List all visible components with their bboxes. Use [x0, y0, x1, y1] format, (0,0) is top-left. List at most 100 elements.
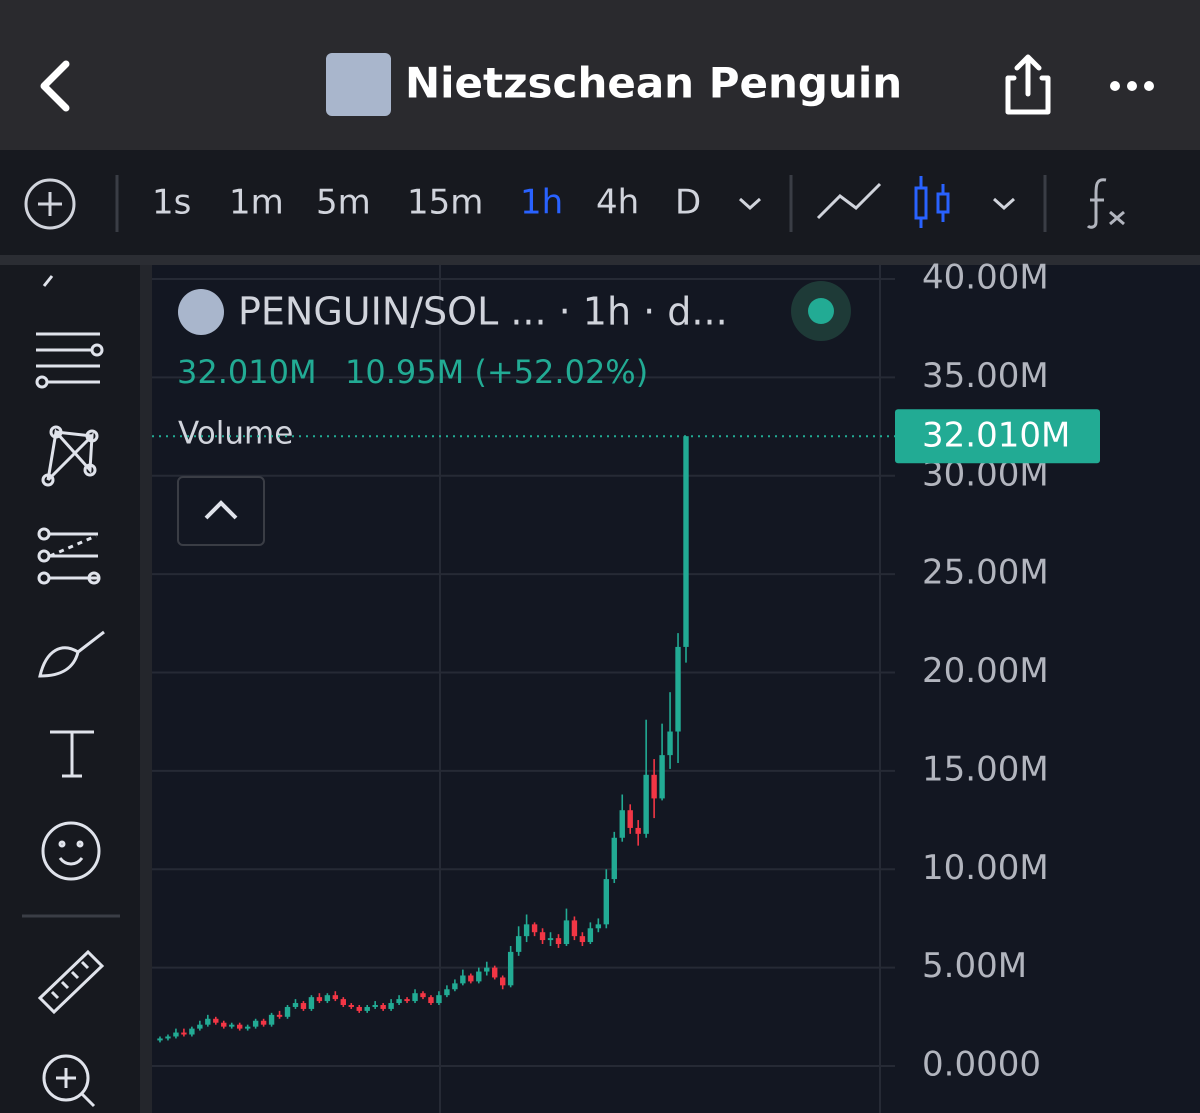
candle-body — [635, 827, 641, 834]
candle-body — [332, 995, 339, 1000]
candle-body — [372, 1005, 378, 1007]
tool-forecast[interactable] — [37, 527, 101, 585]
candle-chart-button[interactable] — [914, 176, 950, 228]
candle-body — [476, 971, 482, 982]
candle-body — [324, 995, 331, 1002]
share-button[interactable] — [1005, 54, 1051, 115]
back-button[interactable] — [40, 60, 70, 112]
y-tick-label: 15.00M — [922, 749, 1049, 789]
candle-body — [252, 1020, 259, 1027]
candle-body — [292, 1003, 299, 1007]
candle-body — [579, 936, 586, 943]
interval-button[interactable]: 1m — [229, 183, 284, 223]
header-bar — [0, 0, 1200, 150]
candle-body — [507, 951, 514, 986]
candle-body — [356, 1006, 362, 1011]
candle-body — [197, 1024, 203, 1029]
candle-body — [428, 997, 434, 1004]
interval-button[interactable]: 4h — [596, 183, 639, 223]
tool-text[interactable] — [50, 730, 94, 778]
candle-body — [651, 774, 657, 799]
candle-body — [205, 1018, 211, 1025]
tool-ruler[interactable] — [37, 949, 105, 1015]
y-axis: 0.00005.00M10.00M15.00M20.00M25.00M30.00… — [922, 258, 1049, 1085]
interval-button[interactable]: 15m — [407, 183, 483, 223]
candle-body — [515, 936, 522, 952]
add-button[interactable] — [24, 178, 76, 230]
status-dot — [808, 298, 834, 324]
candle-body — [236, 1024, 243, 1029]
candle-body — [308, 997, 315, 1009]
candle-body — [229, 1024, 235, 1027]
candle-body — [595, 924, 602, 929]
candle-body — [165, 1036, 171, 1039]
candle-body — [388, 1003, 394, 1009]
candle-body — [619, 810, 625, 838]
interval-button[interactable]: 1s — [152, 183, 191, 223]
tool-pattern[interactable] — [41, 425, 99, 487]
chevron-up — [204, 500, 238, 520]
tool-lines[interactable] — [35, 332, 104, 389]
candle-body — [340, 999, 347, 1006]
candle-body — [412, 993, 418, 1002]
candle-body — [244, 1026, 251, 1029]
candle-body — [213, 1018, 219, 1023]
candle-body — [683, 436, 689, 647]
candle-body — [396, 999, 402, 1004]
candle-body — [499, 977, 506, 986]
tool-cursor[interactable] — [42, 275, 54, 287]
candle-body — [531, 924, 538, 933]
candle-body — [380, 1005, 386, 1009]
legend-change: 10.95M (+52.02%) — [345, 353, 648, 391]
chart-type-dropdown[interactable] — [992, 197, 1016, 211]
interval-button[interactable]: D — [675, 183, 701, 223]
more-button[interactable] — [1110, 81, 1154, 91]
candle-body — [284, 1006, 291, 1017]
candle-body — [364, 1006, 370, 1011]
price-label-bg — [895, 409, 1100, 464]
candle-body — [444, 989, 450, 996]
collapse-button[interactable] — [177, 476, 265, 546]
candle-body — [173, 1032, 179, 1037]
candle-body — [181, 1032, 187, 1035]
separator — [0, 255, 1200, 265]
study-label: Volume — [178, 416, 293, 452]
candle-body — [643, 774, 649, 834]
candle-body — [611, 837, 617, 880]
candle-body — [316, 997, 323, 1002]
tool-emoji[interactable] — [41, 821, 101, 881]
indicators-button[interactable] — [1086, 178, 1125, 229]
candles — [157, 436, 689, 1043]
symbol-icon — [178, 289, 224, 335]
candle-body — [627, 810, 633, 828]
interval-button[interactable]: 1h — [520, 183, 563, 223]
candle-body — [563, 920, 570, 945]
candle-body — [300, 1003, 307, 1009]
candle-body — [539, 932, 546, 941]
y-tick-label: 5.00M — [922, 946, 1027, 986]
candle-body — [571, 920, 578, 937]
interval-dropdown[interactable] — [738, 197, 762, 211]
y-tick-label: 0.0000 — [922, 1045, 1041, 1085]
y-tick-label: 25.00M — [922, 553, 1049, 593]
y-tick-label: 40.00M — [922, 258, 1049, 298]
tool-zoom[interactable] — [42, 1054, 96, 1108]
tool-brush[interactable] — [38, 630, 105, 678]
candle-body — [587, 928, 594, 943]
y-tick-label: 35.00M — [922, 356, 1049, 396]
candle-body — [547, 938, 554, 941]
interval-button[interactable]: 5m — [316, 183, 371, 223]
candle-body — [404, 999, 410, 1002]
candle-body — [452, 983, 458, 990]
token-icon — [326, 53, 391, 116]
candle-body — [276, 1014, 283, 1017]
y-tick-label: 10.00M — [922, 848, 1049, 888]
candle-body — [460, 975, 466, 984]
candle-body — [157, 1038, 163, 1041]
page-title: Nietzschean Penguin — [405, 59, 902, 108]
line-chart-button[interactable] — [816, 182, 882, 220]
candle-body — [667, 731, 673, 756]
price-label: 32.010M — [922, 416, 1070, 456]
candle-body — [492, 967, 498, 978]
